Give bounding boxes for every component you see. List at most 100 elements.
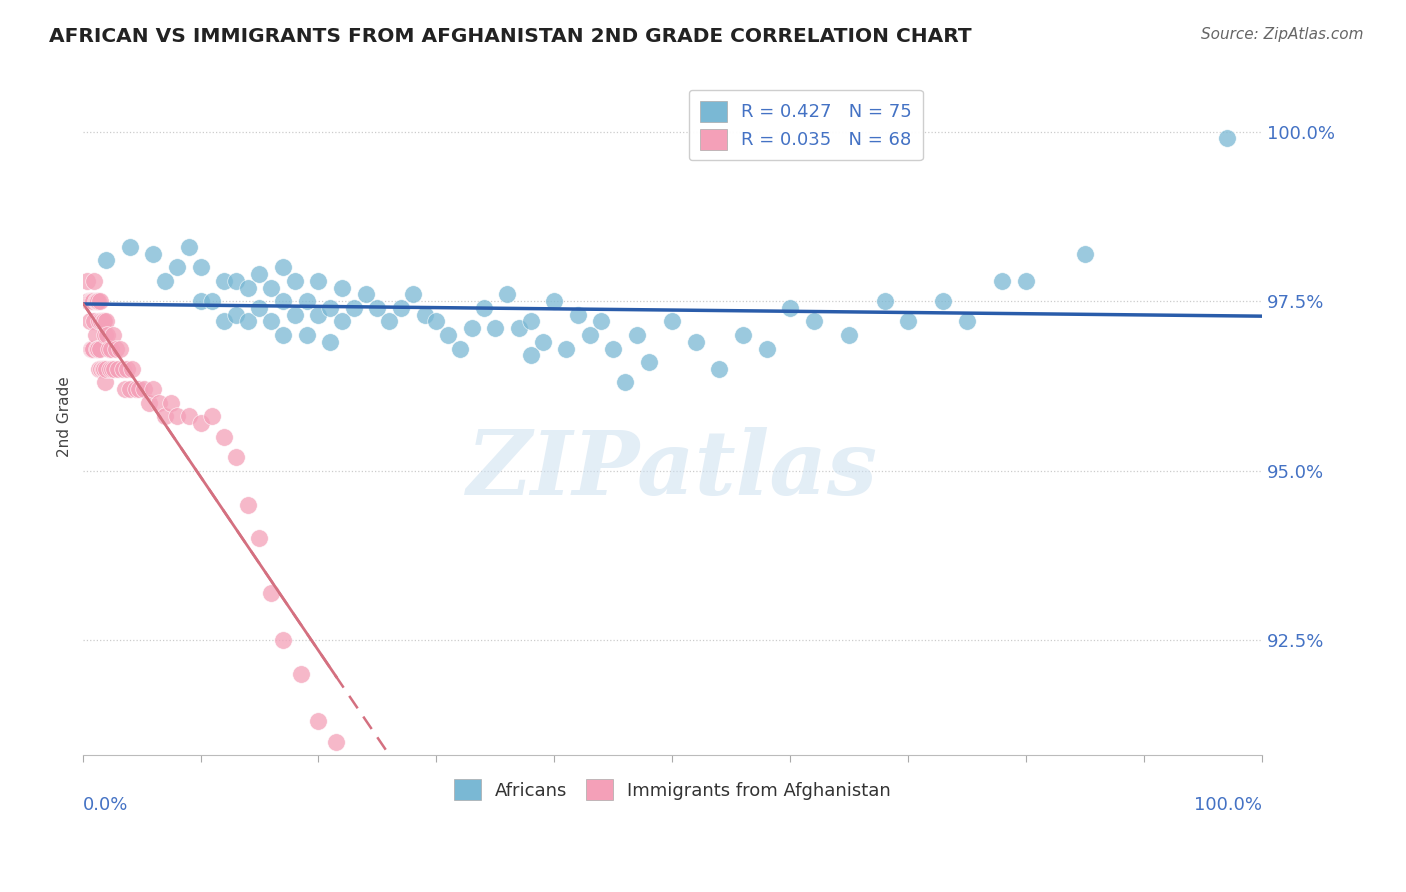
Point <box>661 314 683 328</box>
Point <box>96 314 118 328</box>
Point <box>602 342 624 356</box>
Point <box>932 294 955 309</box>
Point <box>325 735 347 749</box>
Point <box>578 328 600 343</box>
Point <box>101 362 124 376</box>
Point <box>90 314 112 328</box>
Point <box>124 382 146 396</box>
Point <box>80 342 103 356</box>
Point <box>84 294 107 309</box>
Point <box>89 294 111 309</box>
Text: 100.0%: 100.0% <box>1194 796 1263 814</box>
Point <box>190 294 212 309</box>
Point <box>83 314 105 328</box>
Point <box>378 314 401 328</box>
Text: AFRICAN VS IMMIGRANTS FROM AFGHANISTAN 2ND GRADE CORRELATION CHART: AFRICAN VS IMMIGRANTS FROM AFGHANISTAN 2… <box>49 27 972 45</box>
Point <box>249 532 271 546</box>
Point <box>80 294 103 309</box>
Point <box>271 294 294 309</box>
Point <box>956 314 979 328</box>
Point <box>637 355 659 369</box>
Point <box>142 246 165 260</box>
Point <box>93 314 115 328</box>
Point <box>519 314 541 328</box>
Point <box>290 667 312 681</box>
Point <box>201 409 224 424</box>
Point <box>212 274 235 288</box>
Point <box>496 287 519 301</box>
Point <box>114 382 136 396</box>
Point <box>190 416 212 430</box>
Point <box>531 334 554 349</box>
Point <box>98 362 121 376</box>
Point <box>425 314 447 328</box>
Point <box>142 382 165 396</box>
Point <box>76 274 98 288</box>
Point <box>190 260 212 275</box>
Point <box>107 362 129 376</box>
Point <box>166 260 188 275</box>
Point <box>83 274 105 288</box>
Point <box>96 253 118 268</box>
Point <box>614 376 637 390</box>
Point <box>97 342 120 356</box>
Point <box>153 409 176 424</box>
Point <box>103 362 125 376</box>
Point <box>96 328 118 343</box>
Point <box>236 280 259 294</box>
Point <box>873 294 896 309</box>
Point <box>1015 274 1038 288</box>
Point <box>93 362 115 376</box>
Point <box>508 321 530 335</box>
Text: 0.0%: 0.0% <box>83 796 128 814</box>
Point <box>295 328 318 343</box>
Point <box>519 348 541 362</box>
Point <box>271 260 294 275</box>
Point <box>284 308 307 322</box>
Point <box>79 314 101 328</box>
Point <box>284 274 307 288</box>
Point <box>87 294 110 309</box>
Point <box>731 328 754 343</box>
Point <box>82 294 104 309</box>
Point <box>236 498 259 512</box>
Point <box>225 450 247 464</box>
Point <box>260 314 283 328</box>
Point <box>354 287 377 301</box>
Point <box>94 328 117 343</box>
Point <box>132 382 155 396</box>
Point <box>96 362 118 376</box>
Point <box>591 314 613 328</box>
Point <box>118 240 141 254</box>
Point <box>166 409 188 424</box>
Point <box>249 267 271 281</box>
Point <box>389 301 412 315</box>
Legend: Africans, Immigrants from Afghanistan: Africans, Immigrants from Afghanistan <box>447 772 898 807</box>
Point <box>330 314 353 328</box>
Point <box>1215 131 1237 145</box>
Point <box>461 321 484 335</box>
Point <box>148 396 170 410</box>
Point <box>437 328 460 343</box>
Point <box>991 274 1014 288</box>
Point <box>177 409 200 424</box>
Point <box>449 342 471 356</box>
Point <box>260 280 283 294</box>
Point <box>94 376 117 390</box>
Point <box>160 396 183 410</box>
Text: ZIPatlas: ZIPatlas <box>467 427 877 514</box>
Point <box>472 301 495 315</box>
Point <box>87 342 110 356</box>
Point <box>100 342 122 356</box>
Point <box>121 362 143 376</box>
Point <box>755 342 778 356</box>
Point <box>117 362 139 376</box>
Point <box>803 314 825 328</box>
Point <box>307 274 329 288</box>
Point <box>271 633 294 648</box>
Point <box>567 308 589 322</box>
Point <box>80 342 103 356</box>
Point <box>413 308 436 322</box>
Point <box>543 294 565 309</box>
Point <box>402 287 425 301</box>
